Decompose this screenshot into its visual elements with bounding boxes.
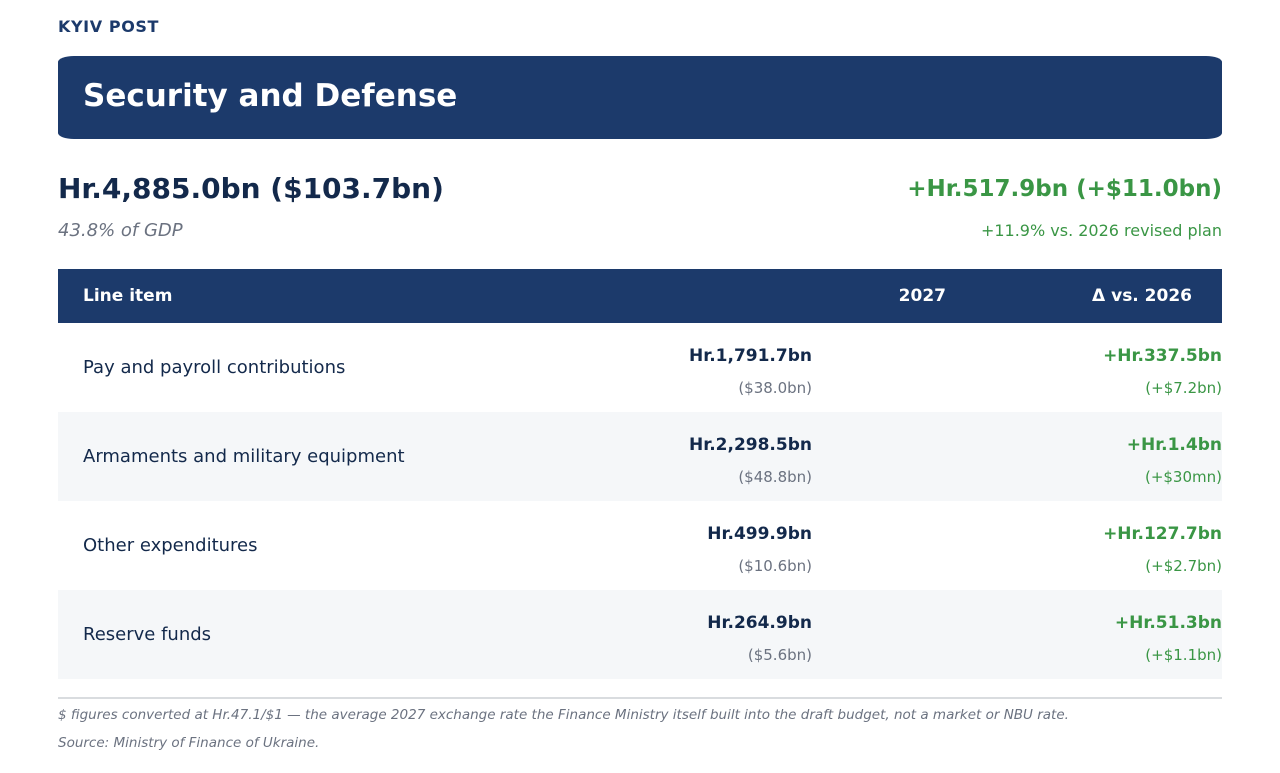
row-value-usd: ($38.0bn) (738, 379, 812, 397)
row-delta: +Hr.1.4bn (1126, 435, 1222, 455)
row-value: Hr.264.9bn (707, 613, 812, 633)
row-label: Armaments and military equipment (83, 446, 405, 467)
row-delta: +Hr.127.7bn (1103, 524, 1222, 544)
row-value-usd: ($10.6bn) (738, 557, 812, 575)
row-label: Reserve funds (83, 624, 212, 645)
gdp-share: 43.8% of GDP (58, 220, 183, 241)
row-delta: +Hr.337.5bn (1103, 346, 1222, 366)
conversion-footnote: $ figures converted at Hr.47.1/$1 — the … (58, 707, 1069, 723)
row-value: Hr.2,298.5bn (689, 435, 812, 455)
row-label: Pay and payroll contributions (83, 357, 346, 378)
total-change-percent: +11.9% vs. 2026 revised plan (980, 221, 1222, 240)
section-banner: Security and Defense (58, 56, 1222, 139)
footer-divider (58, 697, 1222, 699)
table-row: Pay and payroll contributions Hr.1,791.7… (58, 323, 1222, 412)
row-delta: +Hr.51.3bn (1114, 613, 1222, 633)
total-budget: Hr.4,885.0bn ($103.7bn) (58, 172, 444, 205)
publisher-brand: KYIV POST (58, 17, 160, 36)
row-delta-usd: (+$1.1bn) (1145, 646, 1222, 664)
row-value-usd: ($48.8bn) (738, 468, 812, 486)
header-line-item: Line item (83, 286, 173, 306)
row-delta-usd: (+$7.2bn) (1145, 379, 1222, 397)
row-label: Other expenditures (83, 535, 258, 556)
table-header: Line item 2027 Δ vs. 2026 (58, 269, 1222, 323)
row-value-usd: ($5.6bn) (747, 646, 812, 664)
table-row: Reserve funds Hr.264.9bn ($5.6bn) +Hr.51… (58, 590, 1222, 679)
table-row: Armaments and military equipment Hr.2,29… (58, 412, 1222, 501)
header-year: 2027 (898, 286, 946, 306)
row-value: Hr.499.9bn (707, 524, 812, 544)
row-value: Hr.1,791.7bn (689, 346, 812, 366)
section-title: Security and Defense (83, 78, 458, 114)
table-row: Other expenditures Hr.499.9bn ($10.6bn) … (58, 501, 1222, 590)
total-change: +Hr.517.9bn (+$11.0bn) (907, 176, 1222, 202)
header-delta: Δ vs. 2026 (1092, 286, 1192, 306)
row-delta-usd: (+$2.7bn) (1145, 557, 1222, 575)
source-note: Source: Ministry of Finance of Ukraine. (58, 735, 320, 751)
row-delta-usd: (+$30mn) (1144, 468, 1222, 486)
